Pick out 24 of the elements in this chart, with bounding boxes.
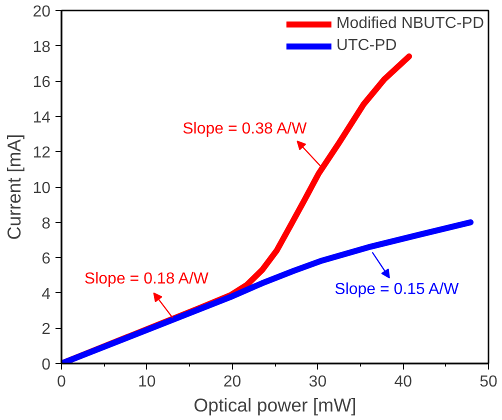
y-tick-label: 4: [42, 286, 51, 303]
x-tick-label: 10: [138, 374, 156, 390]
y-tick-label: 18: [32, 38, 51, 56]
x-tick-label: 30: [308, 374, 327, 390]
y-tick-label: 12: [32, 144, 51, 162]
annotation: Slope = 0.18 A/W: [84, 270, 210, 288]
y-tick-label: 8: [42, 215, 51, 232]
x-tick-label: 0: [57, 374, 66, 390]
y-tick-label: 20: [32, 4, 51, 20]
y-tick-label: 10: [32, 180, 51, 197]
legend-label: UTC-PD: [336, 37, 397, 55]
x-axis-title: Optical power [mW]: [194, 394, 356, 416]
y-tick-label: 6: [42, 250, 51, 268]
annotation: Slope = 0.38 A/W: [182, 120, 308, 138]
y-tick-label: 16: [32, 74, 51, 92]
x-tick-label: 40: [394, 374, 412, 390]
legend-label: Modified NBUTC-PD: [336, 15, 484, 33]
y-axis-title: Current [mA]: [4, 134, 25, 240]
y-tick-label: 2: [42, 321, 51, 338]
y-tick-label: 14: [32, 109, 51, 126]
x-tick-label: 20: [223, 374, 242, 390]
x-tick-label: 50: [480, 374, 498, 390]
y-tick-label: 0: [42, 356, 51, 374]
annotation: Slope = 0.15 A/W: [334, 280, 460, 298]
